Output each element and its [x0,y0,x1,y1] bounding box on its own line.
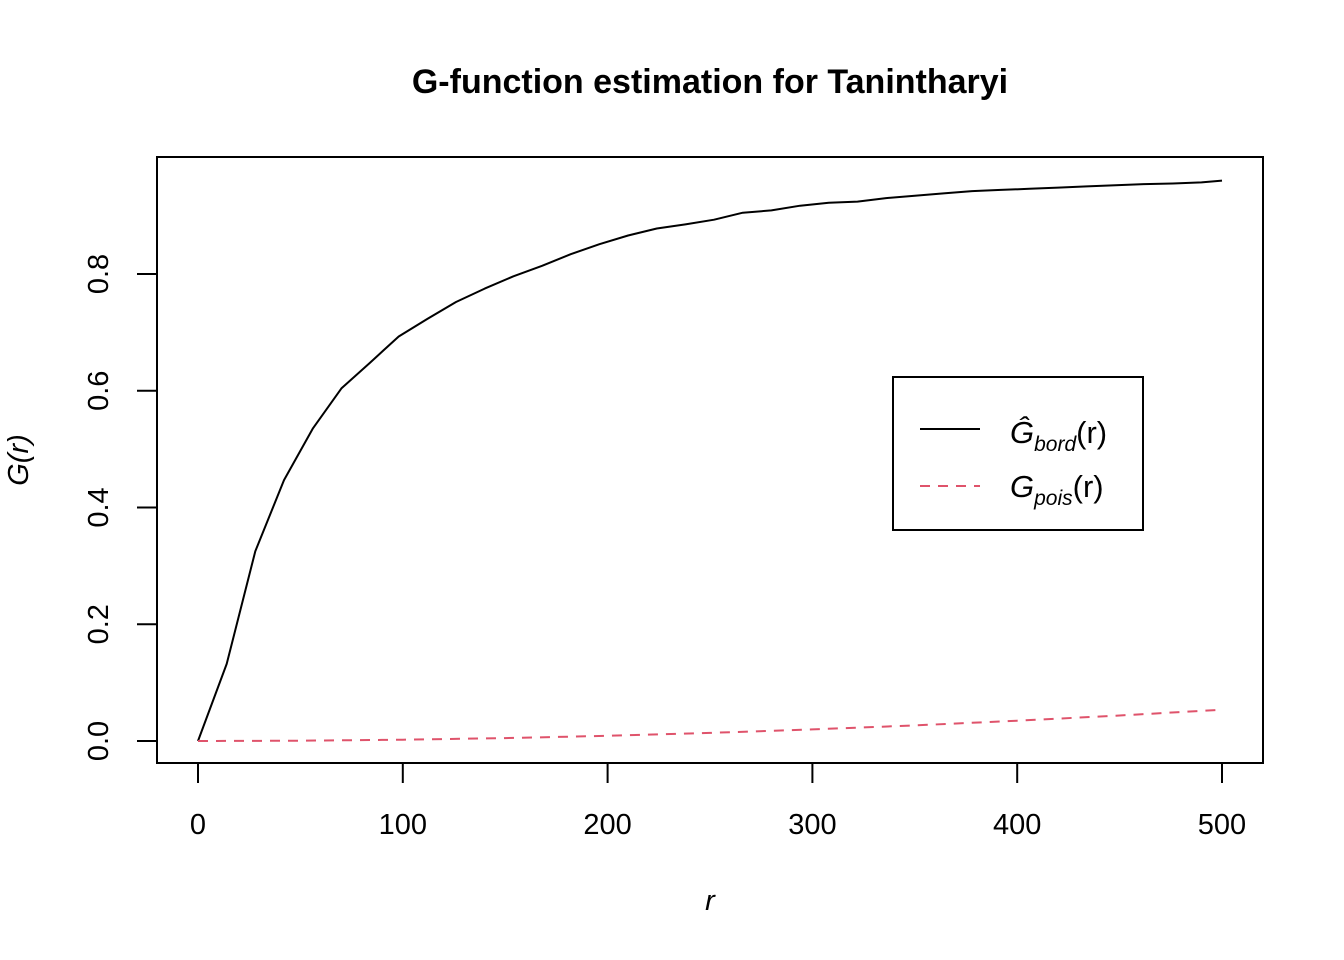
legend-main-gpois: G [1010,469,1034,504]
legend-box [892,376,1144,531]
legend-label-gbord: Ĝbord(r) [1010,415,1107,456]
x-tick-label: 500 [1198,809,1246,841]
x-axis: 0 100 200 300 400 500 [190,762,1246,841]
y-tick-label: 0.2 [83,604,115,644]
x-tick-label: 300 [788,809,836,841]
legend: Ĝbord(r) Gpois(r) [892,376,1144,531]
y-tick-label: 0.0 [83,721,115,761]
series-line-gpois [197,708,1223,742]
y-axis: 0.0 0.2 0.4 0.6 0.8 [83,254,158,761]
y-tick-label: 0.8 [83,254,115,294]
legend-sub-gbord: bord [1034,433,1077,456]
chart-title: G-function estimation for Tanintharyi [412,63,1008,101]
x-tick-label: 200 [583,809,631,841]
series-line-gbord [197,179,1223,742]
y-tick-label: 0.4 [83,487,115,527]
x-tick-label: 100 [379,809,427,841]
x-tick-label: 400 [993,809,1041,841]
legend-arg-gbord: (r) [1076,415,1107,450]
y-tick-label: 0.6 [83,371,115,411]
x-tick-label: 0 [190,809,206,841]
legend-main-gbord: Ĝ [1010,415,1034,450]
legend-arg-gpois: (r) [1073,469,1104,504]
x-axis-label: r [705,885,716,917]
y-axis-label: G(r) [3,434,35,486]
legend-label-gpois: Gpois(r) [1010,469,1104,510]
legend-sub-gpois: pois [1033,487,1073,510]
series-layer [197,179,1223,742]
